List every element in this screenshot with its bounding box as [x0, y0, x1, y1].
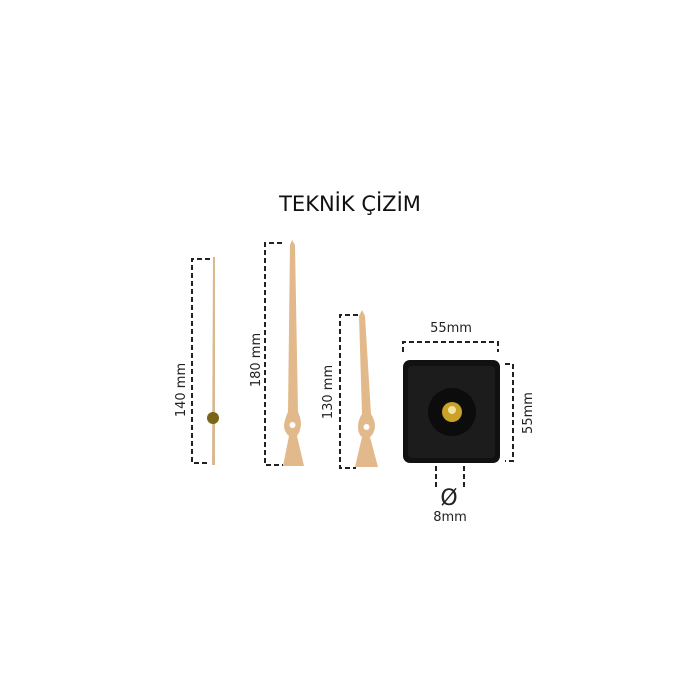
second-hand: 140 mm: [174, 257, 219, 465]
shaft-tip: [448, 406, 456, 414]
second-hand-shape: [212, 257, 215, 465]
minute-hand-length: 180 mm: [249, 333, 264, 387]
dimension-line: [264, 242, 283, 466]
movement-height: 55mm: [521, 392, 536, 434]
dimension-line: [339, 314, 358, 469]
clock-movement: 55mm 55mm Ø 8mm: [402, 321, 536, 525]
hour-hand: 130 mm: [321, 310, 378, 469]
hand-nut: [207, 412, 219, 424]
title: TEKNİK ÇİZİM: [278, 191, 421, 216]
hand-hole: [363, 424, 370, 430]
hour-hand-length: 130 mm: [321, 365, 336, 419]
hand-hole: [289, 422, 296, 428]
minute-hand: 180 mm: [249, 240, 304, 466]
dimension-line: [191, 258, 210, 464]
movement-width: 55mm: [430, 321, 472, 336]
hour-hand-shape: [355, 310, 378, 467]
dimension-line: [505, 363, 514, 462]
shaft-diameter: 8mm: [433, 510, 467, 525]
second-hand-length: 140 mm: [174, 363, 189, 417]
diameter-symbol: Ø: [440, 486, 457, 511]
dimension-line: [402, 341, 499, 352]
minute-hand-shape: [283, 240, 304, 466]
